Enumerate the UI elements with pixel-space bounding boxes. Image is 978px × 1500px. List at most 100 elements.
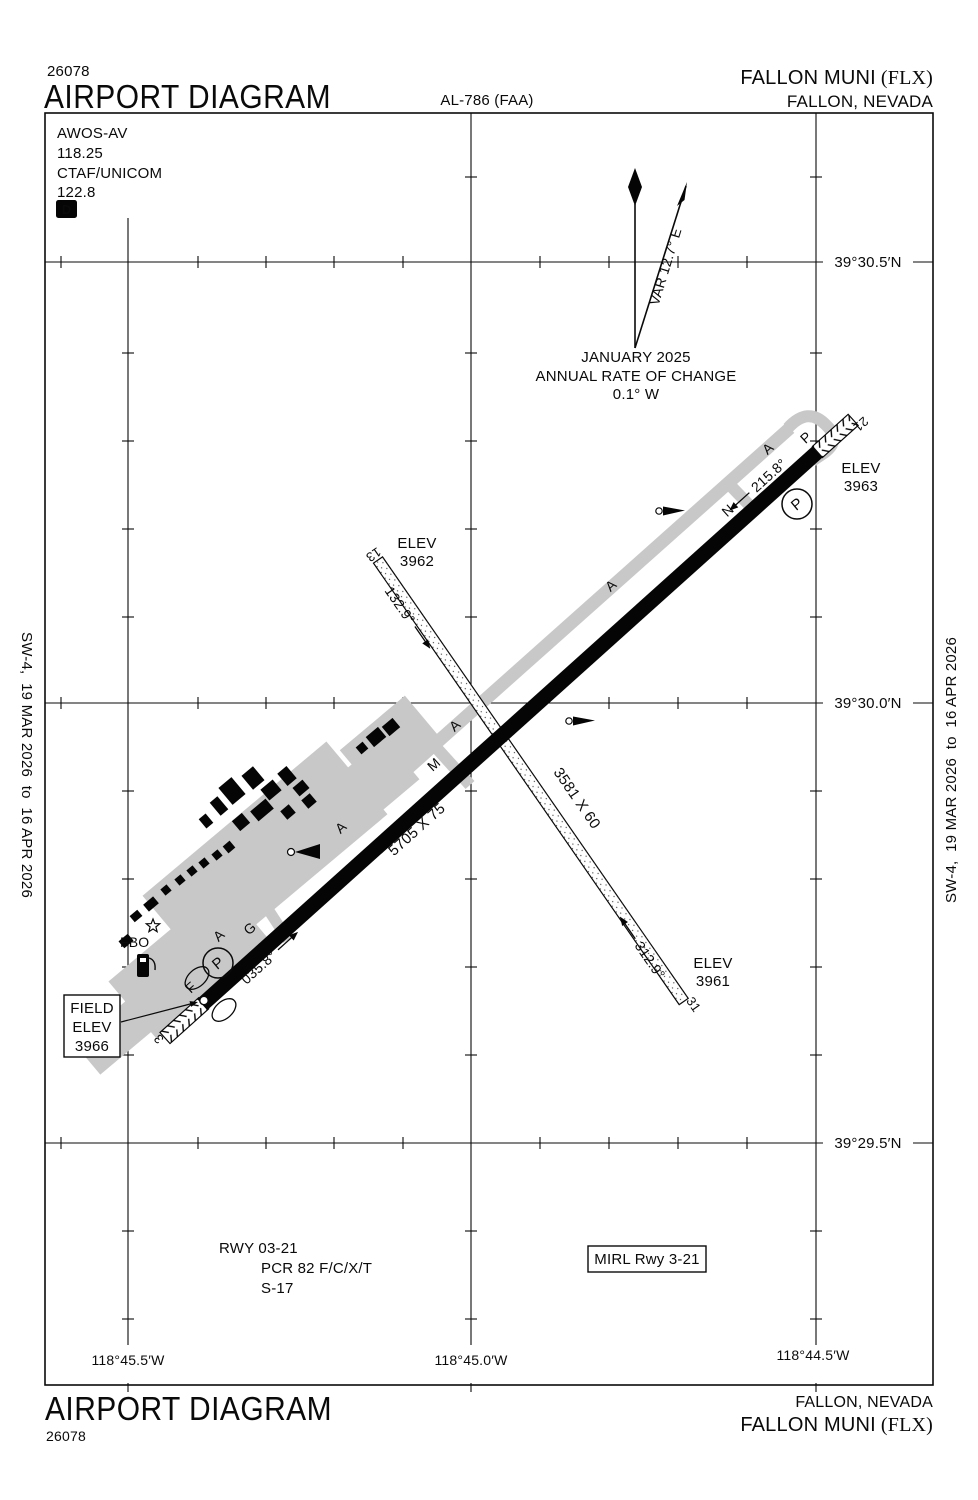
hot-spot-box [56,200,77,218]
building [143,896,159,912]
runway-13-heading: 132.9° [382,583,431,649]
building [241,766,265,790]
comm-box: AWOS-AV 118.25 CTAF/UNICOM 122.8 D [56,125,162,218]
footer: AIRPORT DIAGRAM 26078 FALLON, NEVADA FAL… [45,1390,933,1444]
building [218,777,246,805]
runway-number-31: 31 [683,994,704,1015]
building [160,884,172,896]
taxiway-p-label: P [797,428,815,446]
ctaf-freq: 122.8 [57,184,96,201]
variation-rate-label: ANNUAL RATE OF CHANGE [536,368,737,385]
edition-note-left: SW-4, 19 MAR 2026 to 16 APR 2026 [18,632,35,898]
ctaf-label: CTAF/UNICOM [57,165,162,182]
building [198,813,214,829]
runway-31-heading: 312.9° [619,916,669,982]
lon-label-3: 118°44.5′W [776,1347,850,1363]
apron-buildings [118,717,401,949]
field-elev-box [63,994,121,1058]
rwy-note-line2: PCR 82 F/C/X/T [261,1260,372,1277]
awos-label: AWOS-AV [57,125,128,142]
runway-13-31 [372,556,690,1006]
field-elev-line2: ELEV [72,1019,111,1036]
building [211,849,223,861]
footer-airport-icao: (FLX) [881,1414,933,1436]
parking-circle-north [781,488,813,520]
footer-city-state: FALLON, NEVADA [795,1394,933,1411]
fbo-label: FBO [120,934,149,950]
page-title: AIRPORT DIAGRAM [44,78,331,115]
parking-circle-south [202,947,234,979]
footer-airport-name: FALLON MUNI [740,1414,876,1436]
graticule-ticks [60,176,822,1320]
parking-symbols: P P [202,488,813,979]
map-border [44,112,934,1386]
edition-note-right: SW-4, 19 MAR 2026 to 16 APR 2026 [943,637,960,903]
building [301,793,317,809]
building [231,812,251,832]
lon-label-1: 118°45.5′W [91,1352,165,1368]
elev-31-label: ELEV [693,955,732,972]
elevation-labels: ELEV 3963 ELEV 3962 ELEV 3961 [397,460,880,990]
runway-pavement [197,446,823,1011]
header: 26078 AIRPORT DIAGRAM AL-786 (FAA) FALLO… [44,63,933,115]
runway-31-heading-value: 312.9° [632,938,669,982]
footer-title: AIRPORT DIAGRAM [45,1390,332,1427]
field-elev-value: 3966 [75,1038,109,1055]
airport-name: FALLON MUNI [740,67,876,89]
building [118,933,134,949]
graticule [45,113,933,1392]
city-state: FALLON, NEVADA [787,92,934,111]
north-arrow-head [628,168,642,206]
lighting-box [587,1245,707,1273]
lon-label-2: 118°45.0′W [434,1352,508,1368]
building [250,798,274,822]
runway-number-13: 13 [363,544,384,565]
windsock-icon-mid [565,716,595,726]
variation-arrow-head [677,182,687,206]
runway-03-21 [159,413,860,1045]
elev-31-value: 3961 [696,973,730,990]
windsock-icon-apron [286,844,320,859]
variation-arrow [634,185,687,349]
building [277,766,297,786]
taxiway-labels: A G F A M A A A N P [182,428,815,996]
runup-loop-south [211,998,237,1022]
wind-indicators [286,506,685,859]
airport-icao: (FLX) [881,67,933,89]
building [381,717,401,737]
awos-freq: 118.25 [57,145,103,162]
building [260,779,282,801]
building [355,741,369,755]
elev-21-label: ELEV [841,460,880,477]
building [129,909,143,923]
footer-chart-number: 26078 [46,1428,86,1444]
lighting-note: MIRL Rwy 3-21 [594,1251,699,1268]
variation-rate-value: 0.1° W [613,386,660,403]
field-elev-point [199,995,209,1006]
field-elev-callout: FIELD ELEV 3966 [63,994,198,1058]
runup-loop-north [184,966,210,990]
building [174,874,186,886]
callout-arrow-head [189,1001,198,1007]
field-elev-line1: FIELD [70,1000,114,1017]
runway-number-21: 21 [850,414,871,435]
north-arrow: VAR 12.7° E JANUARY 2025 ANNUAL RATE OF … [536,168,737,403]
lat-label-2: 39°30.0′N [834,695,901,712]
building [365,726,387,748]
rwy-note-line1: RWY 03-21 [219,1240,298,1257]
lat-label-1: 39°30.5′N [834,254,901,271]
hot-spot-letter: D [62,202,72,217]
elev-13-value: 3962 [400,553,434,570]
windsock-icon-ne [655,506,685,516]
fbo-area: FBO [120,917,162,977]
lat-label-3: 39°29.5′N [834,1135,901,1152]
airport-title: FALLON MUNI (FLX) [740,67,933,89]
fuel-pump-icon [137,954,156,977]
building [222,840,236,854]
building [209,796,229,816]
elev-13-label: ELEV [397,535,436,552]
building [280,804,296,820]
fbo-star-icon [144,917,162,934]
variation-date: JANUARY 2025 [581,349,690,366]
